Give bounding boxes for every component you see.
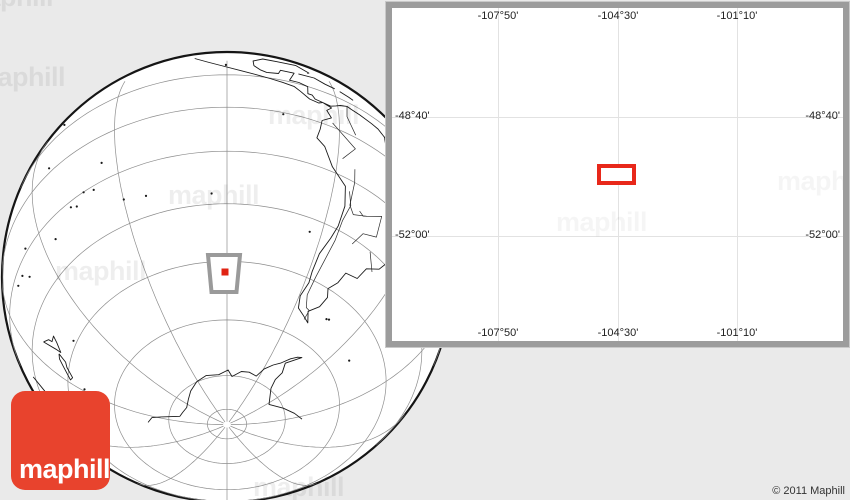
island-dot — [144, 194, 148, 197]
island-dot — [63, 123, 66, 126]
island-dot — [28, 275, 31, 278]
country-border — [303, 191, 352, 320]
country-border — [346, 106, 357, 136]
coastline — [147, 356, 303, 423]
coastline — [58, 353, 74, 381]
lat-label-right: -52°00' — [805, 229, 840, 241]
island-dot — [100, 161, 103, 164]
country-border — [332, 122, 356, 159]
island-dot — [325, 318, 328, 321]
island-dot — [308, 230, 311, 233]
island-dot — [327, 318, 331, 321]
coastline — [252, 58, 323, 103]
island-dot — [69, 206, 72, 209]
copyright-text: © 2011 Maphill — [772, 485, 845, 497]
maphill-logo-text: maphill — [19, 454, 111, 484]
maphill-watermark: maphill — [556, 209, 648, 236]
coastline — [339, 91, 354, 101]
country-border — [359, 210, 367, 217]
lon-label-bottom: -107°50' — [477, 327, 519, 339]
gridline-horizontal — [392, 236, 843, 237]
island-dot — [83, 388, 86, 391]
island-dot — [82, 191, 85, 194]
coastline — [298, 73, 335, 90]
country-border — [351, 215, 383, 245]
island-dot — [348, 359, 351, 362]
island-dot — [17, 284, 20, 287]
maphill-logo[interactable]: maphill — [11, 391, 111, 490]
island-dot — [72, 339, 75, 342]
lon-label-bottom: -101°10' — [716, 327, 758, 339]
lon-label-top: -104°30' — [597, 10, 639, 22]
island-dot — [210, 192, 213, 195]
gridline-vertical — [498, 8, 499, 341]
island-dot — [92, 188, 95, 191]
island-dot — [54, 238, 57, 241]
lat-label-right: -48°40' — [805, 110, 840, 122]
island-dot — [75, 205, 78, 208]
graticule-meridian — [228, 81, 340, 423]
gridline-vertical — [737, 8, 738, 341]
island-dot — [122, 198, 125, 201]
graticule-meridian — [31, 140, 224, 424]
island-dot — [48, 167, 51, 170]
island-dot — [21, 274, 24, 277]
island-dot — [24, 247, 27, 250]
coastline — [43, 335, 62, 353]
graticule-meridian — [228, 426, 317, 486]
graticule-meridian — [137, 426, 226, 486]
lat-label-left: -52°00' — [395, 229, 430, 241]
island-dot — [224, 63, 227, 66]
country-border — [349, 169, 367, 217]
lon-label-top: -101°10' — [716, 10, 758, 22]
locator-panel-content: -107°50' -104°30' -101°10' -107°50' -104… — [392, 8, 843, 341]
graticule-meridian — [2, 277, 224, 425]
lon-label-bottom: -104°30' — [597, 327, 639, 339]
country-border — [369, 251, 373, 273]
coastline — [194, 58, 323, 104]
lat-label-left: -48°40' — [395, 110, 430, 122]
gridline-horizontal — [392, 117, 843, 118]
location-highlight-box — [597, 164, 636, 185]
graticule-meridian — [114, 81, 226, 423]
graticule-meridian — [230, 414, 406, 448]
location-marker-dot — [221, 268, 229, 276]
locator-panel: -107°50' -104°30' -101°10' -107°50' -104… — [385, 1, 850, 348]
lon-label-top: -107°50' — [477, 10, 519, 22]
maphill-watermark: maphill — [777, 168, 843, 195]
island-dot — [282, 113, 285, 116]
